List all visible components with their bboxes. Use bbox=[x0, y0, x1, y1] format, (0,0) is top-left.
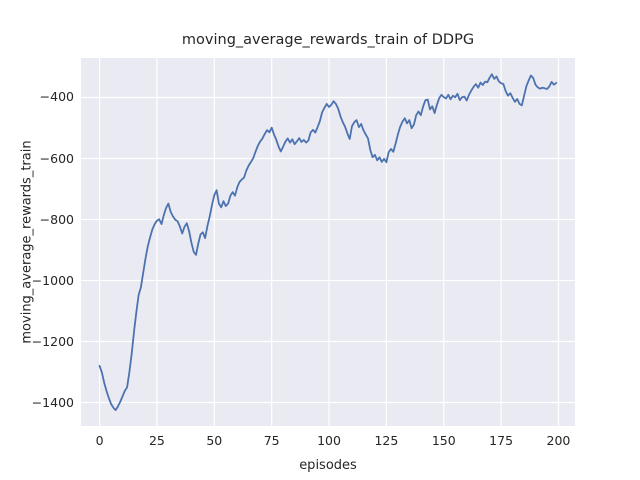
x-tick-label: 25 bbox=[148, 433, 165, 448]
x-tick-label: 75 bbox=[263, 433, 280, 448]
x-tick-label: 150 bbox=[431, 433, 456, 448]
x-tick-label: 50 bbox=[206, 433, 223, 448]
x-tick-label: 125 bbox=[374, 433, 399, 448]
y-tick-label: −800 bbox=[39, 211, 74, 227]
chart-title: moving_average_rewards_train of DDPG bbox=[181, 32, 475, 48]
data-line-moving_average_rewards_train bbox=[98, 73, 558, 412]
x-tick-label: 100 bbox=[317, 433, 341, 448]
plot-area bbox=[81, 58, 575, 426]
y-tick-label: −400 bbox=[39, 89, 74, 105]
line-plot bbox=[81, 58, 575, 426]
y-tick-label: −1200 bbox=[31, 333, 74, 349]
x-axis-label: episodes bbox=[299, 458, 357, 473]
y-tick-label: −1400 bbox=[31, 394, 74, 410]
y-tick-label: −1000 bbox=[31, 272, 74, 288]
x-tick-label: 200 bbox=[546, 433, 571, 448]
y-axis-label: moving_average_rewards_train bbox=[19, 140, 35, 344]
x-tick-label: 0 bbox=[95, 433, 104, 448]
y-tick-label: −600 bbox=[39, 150, 74, 166]
x-tick-label: 175 bbox=[489, 433, 514, 448]
